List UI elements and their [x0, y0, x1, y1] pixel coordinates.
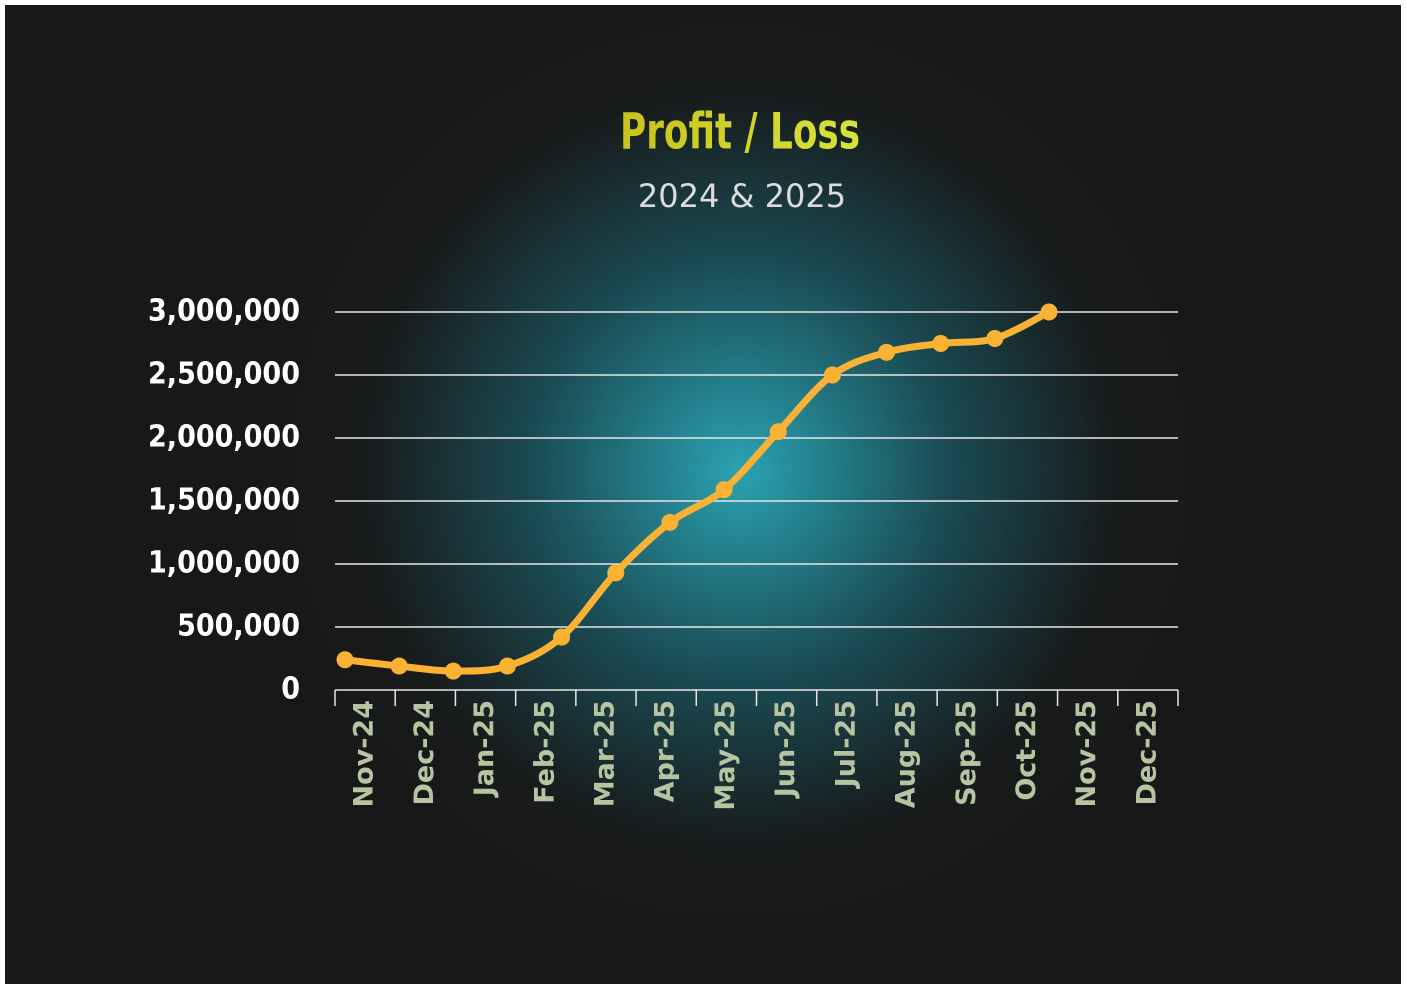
point	[986, 329, 1004, 347]
x-tick-label: Oct-25	[1011, 700, 1042, 801]
y-tick-label: 2,500,000	[148, 357, 300, 392]
x-tick-label: May-25	[710, 700, 741, 811]
x-tick-label: Mar-25	[589, 700, 620, 807]
x-tick-label: Feb-25	[529, 700, 560, 804]
line	[341, 308, 1053, 675]
x-tick-label: Dec-24	[409, 700, 440, 806]
point	[444, 662, 462, 680]
point	[498, 657, 516, 675]
x-tick-label: Jun-25	[770, 700, 801, 799]
x-tick-label: Apr-25	[650, 700, 681, 802]
y-tick-label: 1,000,000	[148, 546, 300, 581]
x-tick-label: Nov-24	[349, 700, 380, 808]
chart-subtitle: 2024 & 2025	[638, 177, 846, 215]
x-tick-label: Jan-25	[469, 700, 500, 798]
y-tick-label: 3,000,000	[148, 294, 300, 329]
y-tick-label: 1,500,000	[148, 483, 300, 518]
x-tick-label: Dec-25	[1131, 700, 1162, 806]
point	[553, 628, 571, 646]
x-tick-label: Aug-25	[891, 700, 922, 808]
point	[1040, 303, 1058, 321]
y-tick-label: 0	[281, 672, 300, 707]
background-glow	[5, 5, 1401, 984]
point	[661, 513, 679, 531]
chart-title: Profit / Loss	[620, 103, 860, 161]
point	[336, 651, 354, 669]
y-tick-label: 500,000	[177, 609, 300, 644]
x-tick-label: Sep-25	[951, 700, 982, 806]
x-tick-label: Nov-25	[1071, 700, 1102, 808]
point	[715, 481, 733, 499]
point	[390, 657, 408, 675]
point	[878, 343, 896, 361]
point	[932, 335, 950, 352]
y-tick-label: 2,000,000	[148, 420, 300, 455]
point	[823, 366, 841, 384]
x-tick-label: Jul-25	[830, 700, 861, 789]
point	[769, 423, 787, 441]
point	[607, 564, 625, 582]
